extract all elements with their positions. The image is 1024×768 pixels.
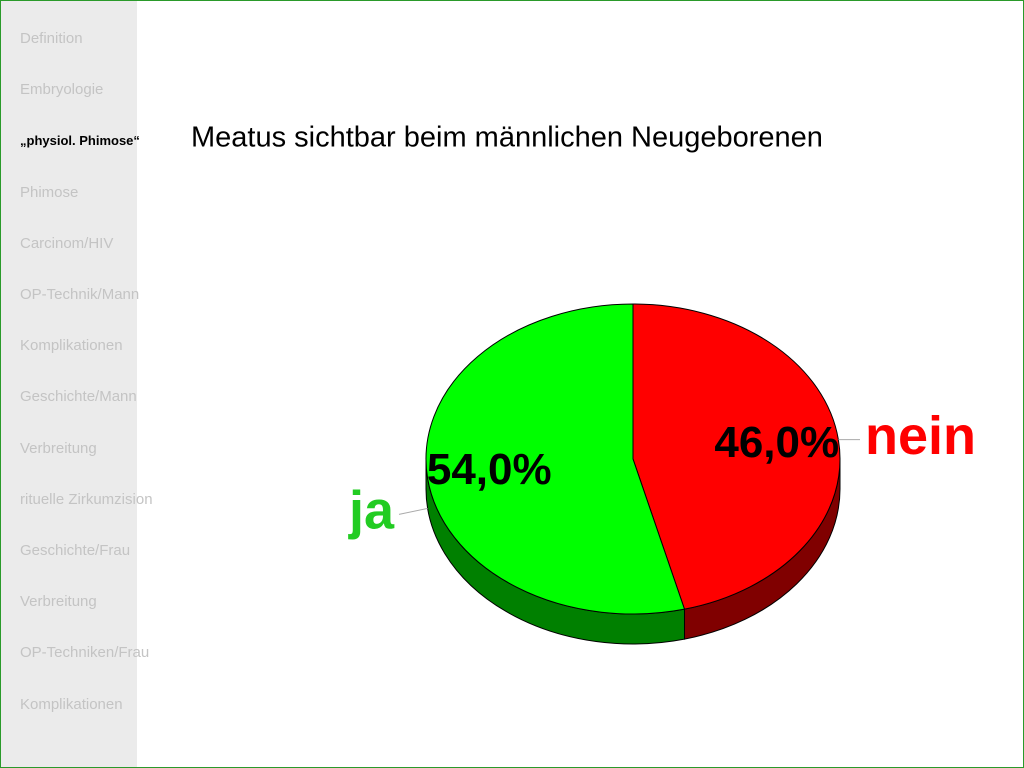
nav-item[interactable]: Phimose [20,183,79,201]
nav-item[interactable]: rituelle Zirkumzision [20,490,153,508]
value-label: 46,0% [714,418,839,467]
nav-item[interactable]: „physiol. Phimose“ [20,133,140,149]
leader-line [398,507,428,515]
slice [632,303,841,610]
slice [425,303,686,615]
nav-item[interactable]: Geschichte/Mann [20,388,137,406]
nav-item[interactable]: OP-Techniken/Frau [20,644,150,662]
chart-title: Meatus sichtbar beim männlichen Neugebor… [191,122,823,154]
value-label: 54,0% [427,445,552,494]
nav-item[interactable]: Geschichte/Frau [20,542,131,559]
sidebar: Definition Embryologie „physiol. Phimose“ P… [1,1,153,767]
nav-item[interactable]: Definition [20,30,83,47]
nav-item[interactable]: OP-Technik/Mann [20,286,140,303]
category-label: ja [348,481,395,541]
nav-item[interactable]: Carcinom/HIV [20,234,114,252]
nav-item[interactable]: Komplikationen [20,337,123,355]
nav-item[interactable]: Komplikationen [20,695,123,713]
nav-item[interactable]: Embryologie [20,81,104,99]
nav-item[interactable]: Verbreitung [20,593,97,611]
nav-item[interactable]: Verbreitung [20,439,97,457]
category-label: nein [865,406,976,466]
